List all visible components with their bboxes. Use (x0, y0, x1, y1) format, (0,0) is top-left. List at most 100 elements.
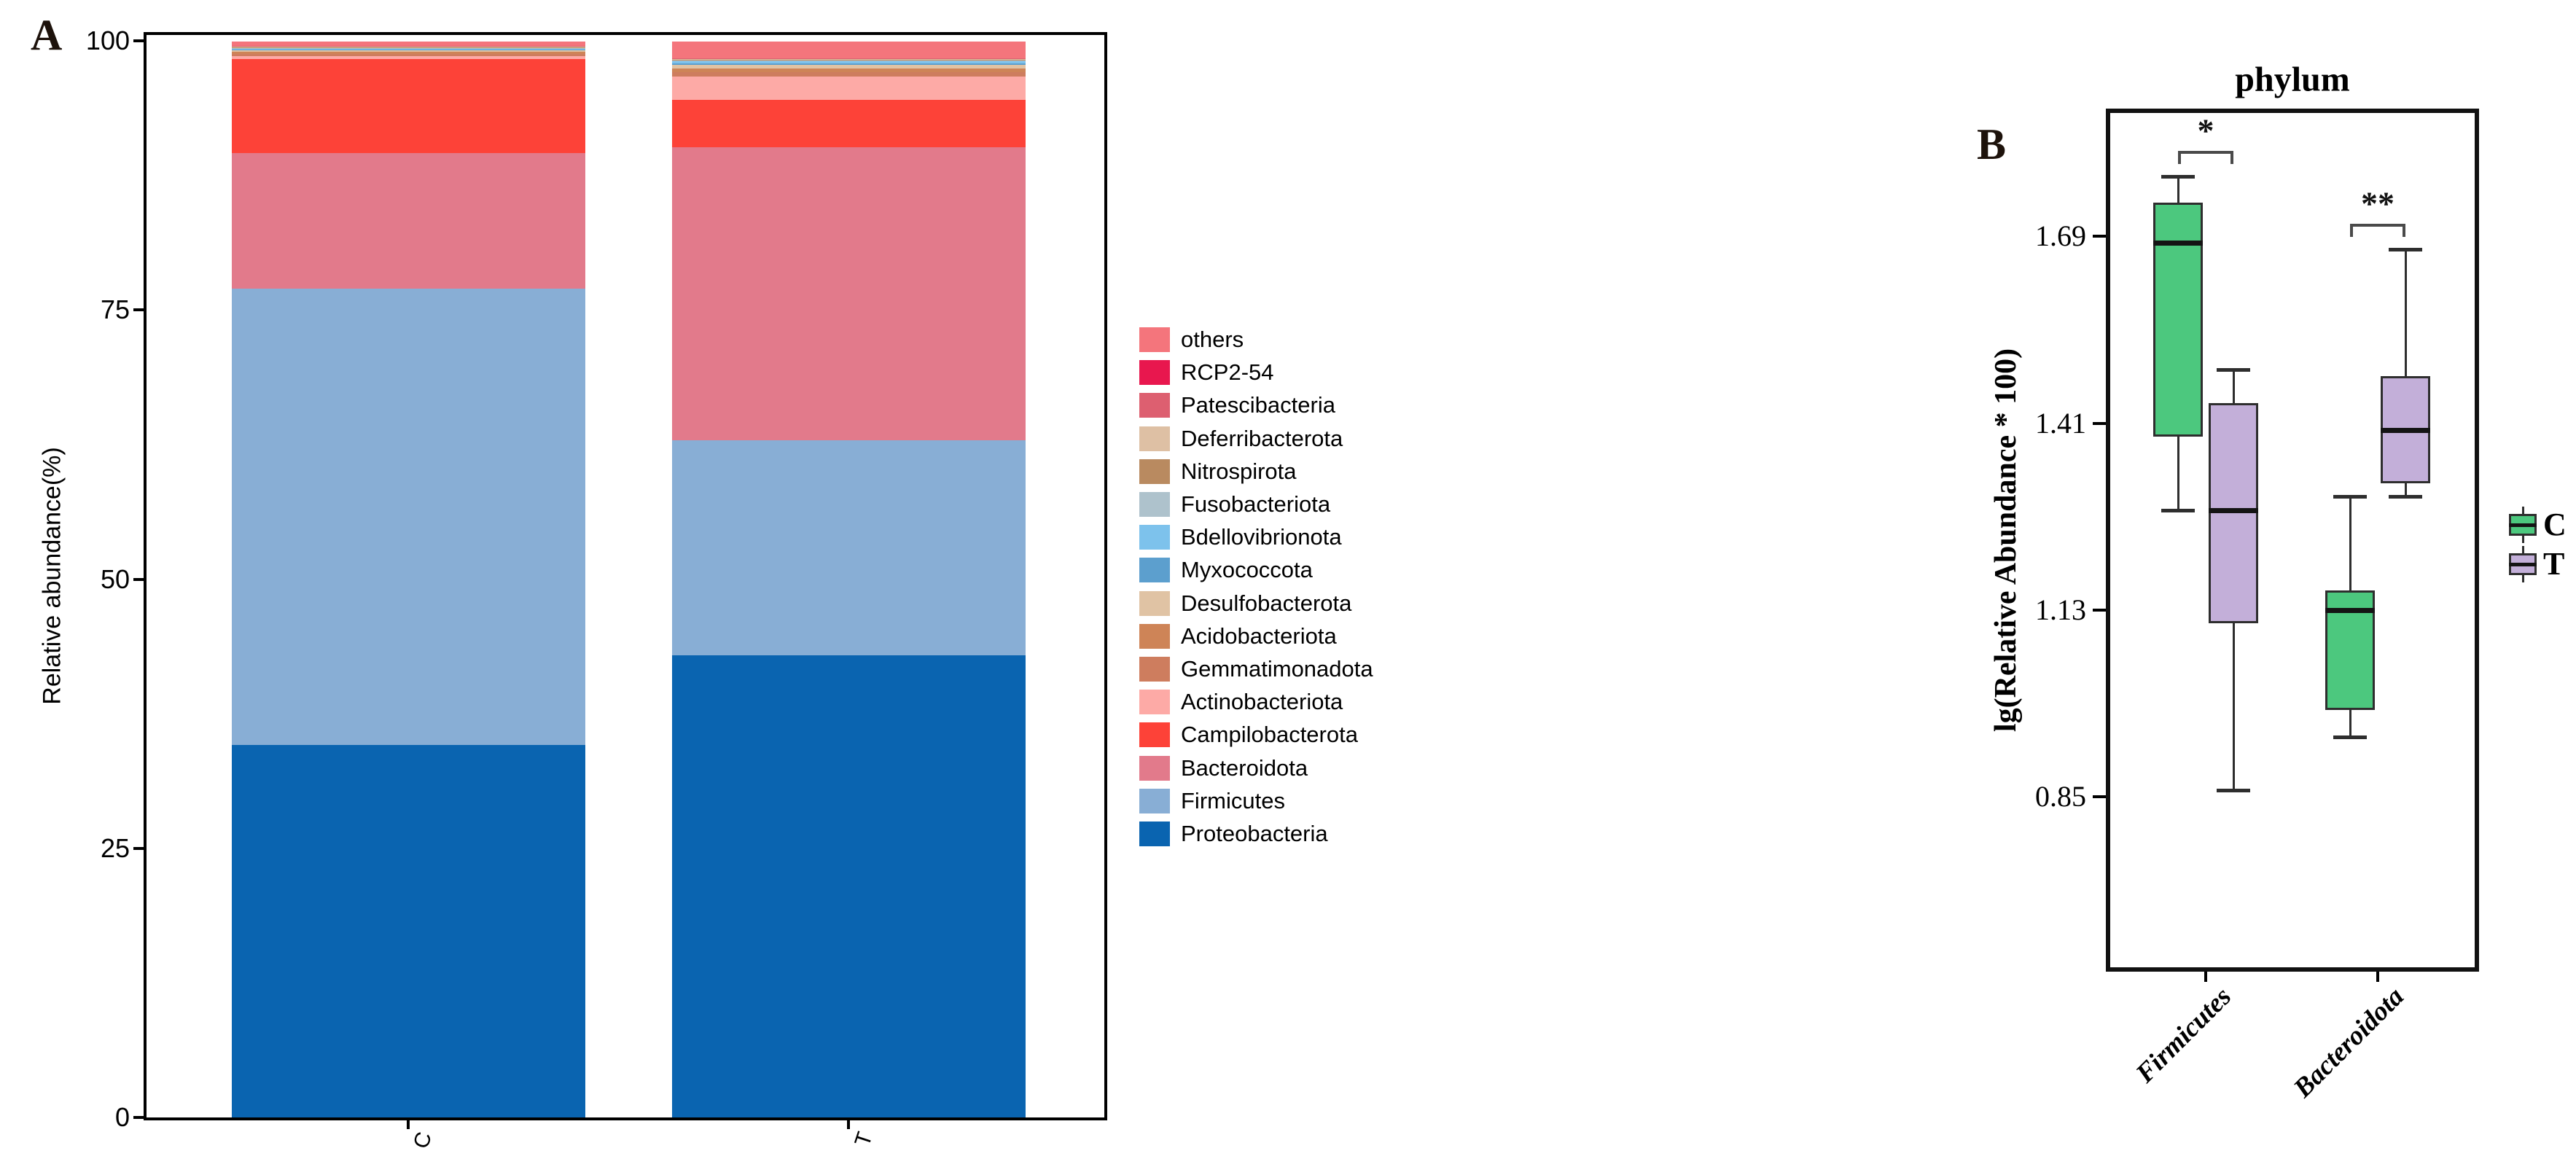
bar-segment-others (671, 41, 1026, 58)
bar-segment-others (231, 41, 585, 46)
median-Firmicutes-T (2209, 507, 2258, 513)
whisker-cap-top-Firmicutes-T (2217, 368, 2250, 372)
panel-b-ytick-label: 1.41 (2035, 406, 2086, 440)
panel-a-label: A (31, 11, 63, 59)
legend-label-Campilobacterota: Campilobacterota (1181, 722, 1358, 748)
legend-label-Nitrospirota: Nitrospirota (1181, 458, 1297, 484)
panel-b-ytick-label: 1.13 (2035, 593, 2086, 626)
panel-b-ytick-label: 0.85 (2035, 780, 2086, 813)
legend-label-Deferribacterota: Deferribacterota (1181, 425, 1343, 451)
legend-swatch-Gemmatimonadota (1139, 657, 1170, 682)
panel-b-y-axis-title: lg(Relative Abundance * 100) (1989, 348, 2023, 733)
whisker-cap-top-Bacteroidota-T (2389, 248, 2422, 252)
stacked-bar-T (671, 41, 1026, 1117)
panel-a-ytick-label: 100 (85, 26, 130, 55)
bar-segment-Gemmatimonadota (671, 72, 1026, 77)
legend-swatch-Bdellovibrionota (1139, 525, 1170, 550)
panel-a-xcat-label: C (409, 1129, 437, 1152)
sig-bracket-end-left-Bacteroidota (2350, 224, 2353, 238)
bar-segment-Proteobacteria (231, 744, 585, 1117)
sig-bracket-end-right-Firmicutes (2230, 150, 2233, 164)
bar-segment-Proteobacteria (671, 655, 1026, 1117)
panel-a-ytick-mark (133, 308, 145, 312)
legend-swatch-others (1139, 327, 1170, 352)
bar-segment-Patescibacteria (231, 46, 585, 47)
bar-segment-Fusobacteriota (231, 48, 585, 49)
bar-segment-Fusobacteriota (671, 60, 1026, 62)
panel-a-ytick-label: 50 (100, 563, 130, 594)
legend-label-Actinobacteriota: Actinobacteriota (1181, 689, 1343, 715)
legend-swatch-Fusobacteriota (1139, 492, 1170, 517)
legend-swatch-Actinobacteriota (1139, 690, 1170, 715)
legend-swatch-Deferribacterota (1139, 426, 1170, 451)
panel-b-label: B (1977, 120, 2007, 168)
legend-label-RCP2-54: RCP2-54 (1181, 359, 1274, 386)
legend-b-label-C: C (2543, 507, 2567, 542)
panel-b-xcat-label: Bacteroidota (2287, 981, 2410, 1104)
panel-b-ytick-mark (2093, 421, 2106, 425)
median-Bacteroidota-C (2325, 608, 2375, 613)
legend-swatch-Nitrospirota (1139, 458, 1170, 484)
bar-segment-Nitrospirota (671, 59, 1026, 61)
legend-label-others: others (1181, 327, 1244, 352)
legend-glyph-median-C (2509, 523, 2537, 527)
bar-segment-Gemmatimonadota (231, 53, 585, 56)
whisker-cap-bottom-Firmicutes-C (2161, 508, 2195, 512)
bar-segment-Acidobacteriota (231, 51, 585, 54)
bar-segment-RCP2-54 (231, 45, 585, 47)
panel-a-ytick-label: 0 (114, 1102, 130, 1132)
bar-segment-Desulfobacterota (231, 50, 585, 52)
legend-label-Fusobacteriota: Fusobacteriota (1181, 491, 1331, 517)
whisker-cap-bottom-Firmicutes-T (2217, 789, 2250, 793)
legend-label-Firmicutes: Firmicutes (1181, 787, 1285, 813)
bar-segment-Actinobacteriota (231, 55, 585, 60)
bar-segment-Desulfobacterota (671, 65, 1026, 69)
legend-swatch-Bacteroidota (1139, 755, 1170, 781)
stacked-bar-C (231, 41, 585, 1117)
sig-bracket-Firmicutes (2178, 150, 2233, 154)
legend-swatch-Patescibacteria (1139, 393, 1170, 418)
bar-segment-Actinobacteriota (671, 76, 1026, 101)
median-Bacteroidota-T (2381, 427, 2430, 433)
panel-a-ytick-mark (133, 846, 145, 850)
sig-bracket-end-left-Firmicutes (2178, 150, 2181, 164)
legend-b-label-T: T (2543, 546, 2565, 582)
panel-a-ytick-mark (133, 577, 145, 581)
legend-swatch-Campilobacterota (1139, 722, 1170, 748)
bar-segment-Firmicutes (231, 288, 585, 745)
bar-segment-Deferribacterota (671, 59, 1026, 60)
legend-swatch-Myxococcota (1139, 558, 1170, 583)
legend-label-Proteobacteria: Proteobacteria (1181, 821, 1328, 846)
bar-segment-Myxococcota (671, 63, 1026, 66)
bar-segment-RCP2-54 (671, 58, 1026, 59)
whisker-cap-bottom-Bacteroidota-T (2389, 495, 2422, 499)
panel-b-title: phylum (2235, 60, 2350, 99)
sig-label-Firmicutes: * (2197, 112, 2214, 149)
bar-segment-Patescibacteria (671, 58, 1026, 60)
legend-swatch-RCP2-54 (1139, 360, 1170, 386)
bar-segment-Bdellovibrionota (671, 61, 1026, 64)
legend-glyph-median-T (2509, 563, 2537, 566)
panel-a-ytick-label: 25 (100, 832, 130, 863)
legend-label-Bdellovibrionota: Bdellovibrionota (1181, 524, 1342, 550)
panel-b-xtick-mark (2376, 972, 2379, 982)
bar-segment-Nitrospirota (231, 47, 585, 49)
legend-label-Desulfobacterota: Desulfobacterota (1181, 590, 1352, 616)
panel-b-xtick-mark (2204, 972, 2207, 982)
panel-a-xtick-mark (847, 1117, 850, 1129)
panel-b-ytick-mark (2093, 609, 2106, 612)
bar-segment-Acidobacteriota (671, 69, 1026, 73)
panel-b-plot-border (2106, 109, 2479, 972)
bar-segment-Bacteroidota (671, 147, 1026, 440)
legend-swatch-Acidobacteriota (1139, 623, 1170, 649)
legend-swatch-Proteobacteria (1139, 822, 1170, 846)
median-Firmicutes-C (2153, 241, 2203, 246)
bar-segment-Bdellovibrionota (231, 48, 585, 50)
panel-a-xcat-label: T (850, 1129, 878, 1150)
legend-label-Myxococcota: Myxococcota (1181, 557, 1313, 583)
whisker-cap-bottom-Bacteroidota-C (2333, 735, 2367, 740)
panel-a-ytick-mark (133, 39, 145, 42)
panel-b-ytick-mark (2093, 235, 2106, 238)
panel-a-xtick-mark (407, 1117, 410, 1129)
